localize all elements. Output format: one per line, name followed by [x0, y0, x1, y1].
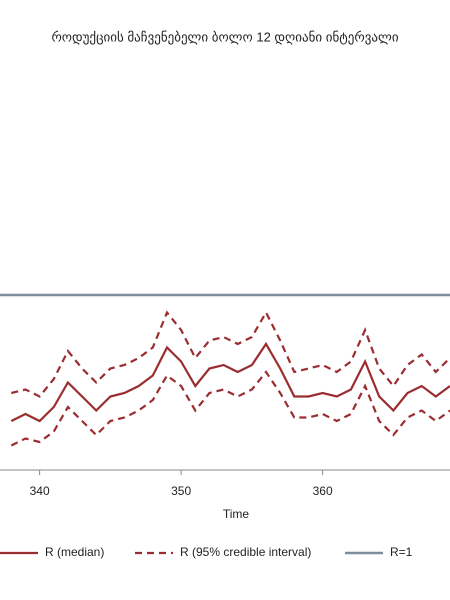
series-line [10, 370, 450, 447]
legend-label: R (median) [45, 545, 104, 559]
legend-label: R (95% credible interval) [180, 545, 311, 559]
series-line [11, 310, 450, 398]
legend-label: R=1 [390, 545, 413, 559]
x-axis-label: Time [223, 507, 250, 521]
chart-title: როდუქციის მაჩვენებელი ბოლო 12 დღიანი ინტ… [51, 29, 398, 45]
series-line [10, 341, 450, 423]
x-tick-label: 360 [313, 484, 333, 498]
x-tick-label: 350 [171, 484, 191, 498]
x-tick-label: 340 [30, 484, 50, 498]
